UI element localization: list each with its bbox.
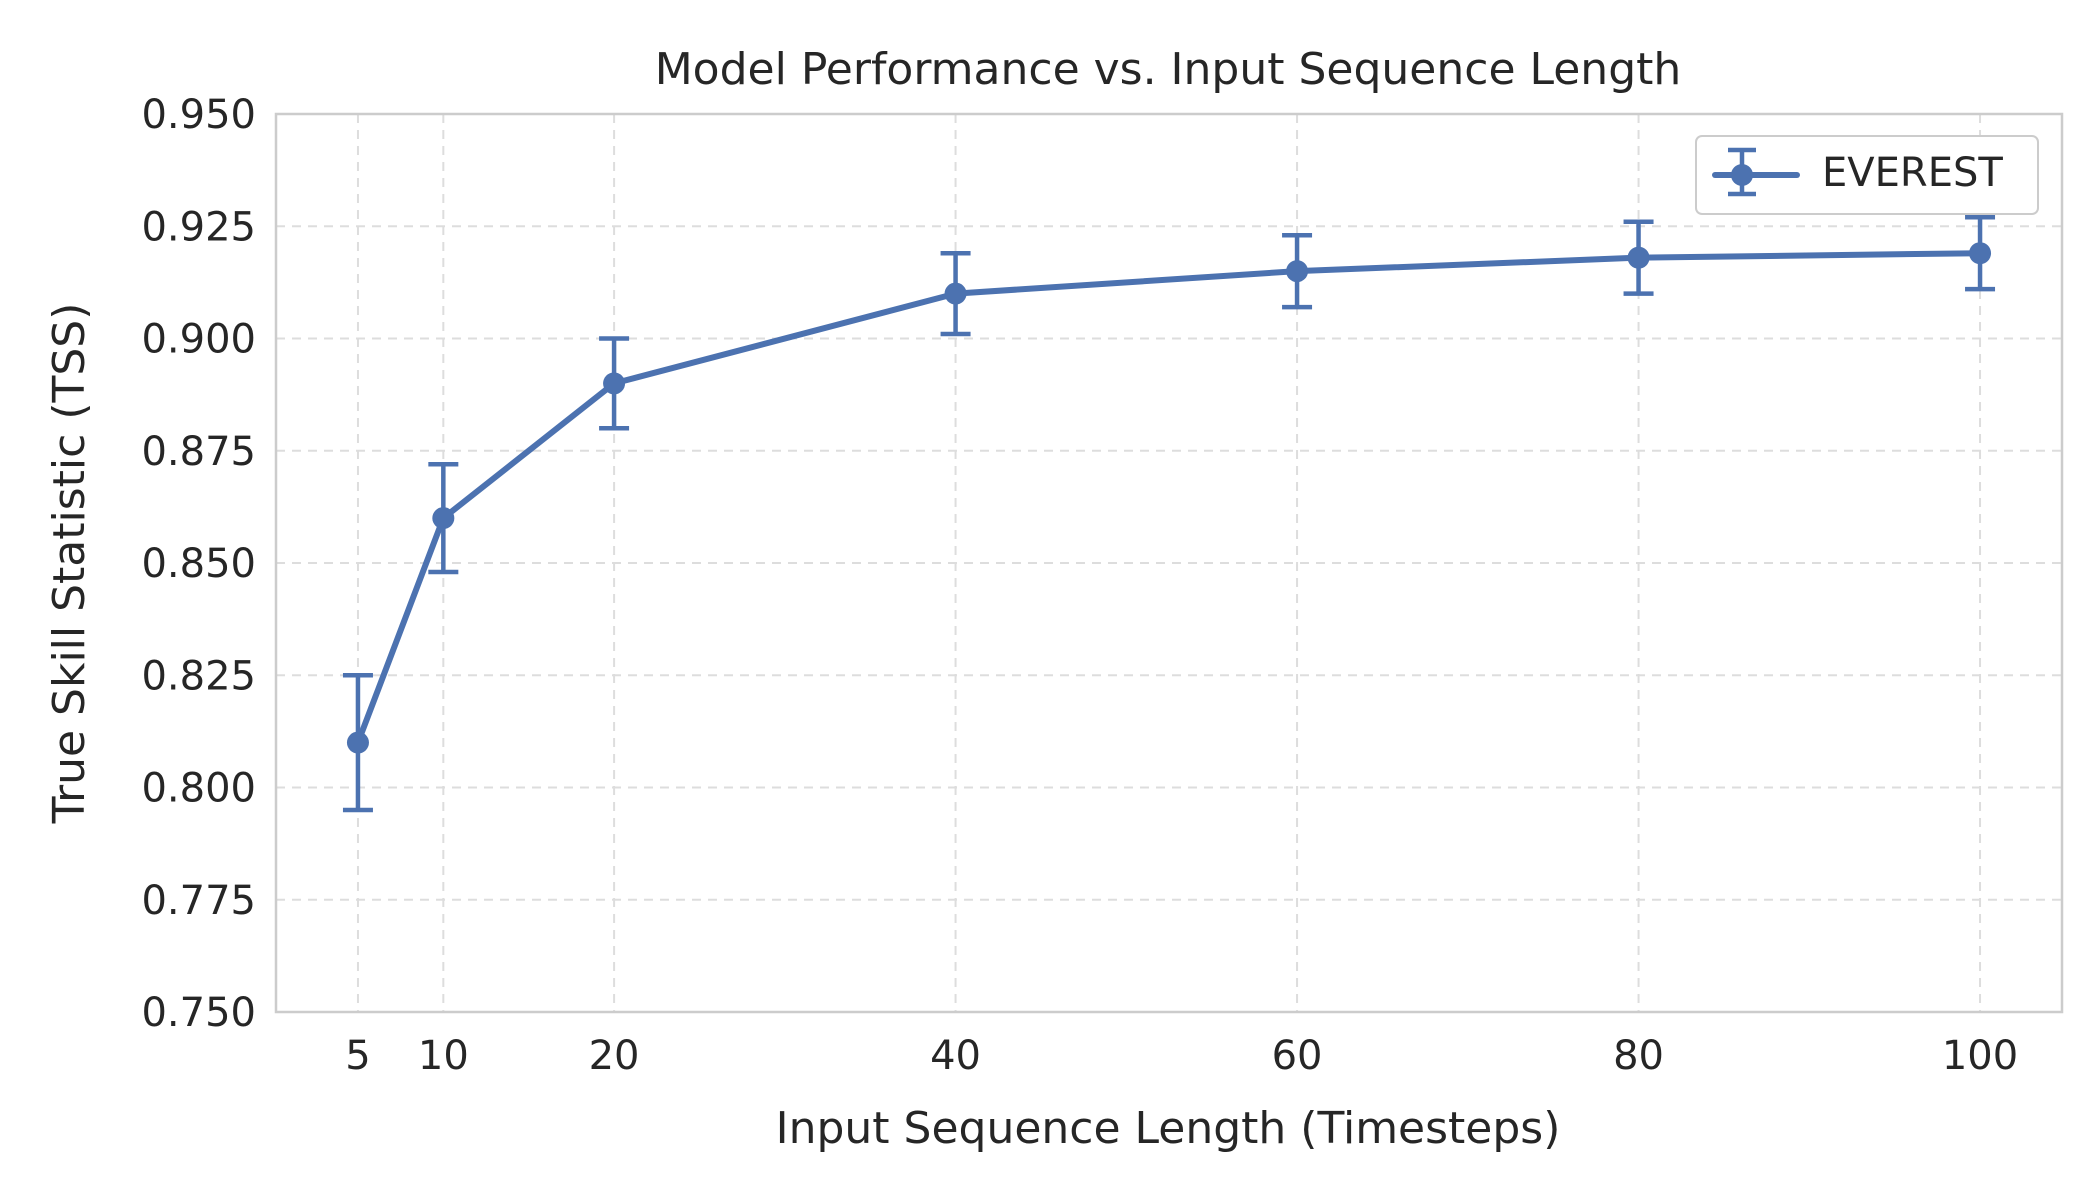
y-tick-label: 0.900 xyxy=(141,317,256,363)
x-tick-label: 80 xyxy=(1613,1033,1664,1079)
y-tick-label: 0.925 xyxy=(141,204,256,250)
x-tick-label: 60 xyxy=(1272,1033,1323,1079)
legend-point xyxy=(1731,164,1753,186)
data-point xyxy=(1286,260,1309,283)
data-point xyxy=(432,507,455,530)
legend-box xyxy=(1695,135,2039,215)
data-point xyxy=(1969,242,1992,265)
y-tick-label: 0.875 xyxy=(141,429,256,475)
x-tick-label: 100 xyxy=(1942,1033,2018,1079)
y-axis-label: True Skill Statistic (TSS) xyxy=(44,303,95,825)
legend-marker xyxy=(1712,147,1800,197)
x-tick-label: 10 xyxy=(418,1033,469,1079)
x-tick-label: 40 xyxy=(930,1033,981,1079)
legend-label: EVEREST xyxy=(1822,150,2003,196)
y-tick-label: 0.750 xyxy=(141,990,256,1036)
grid xyxy=(276,113,2062,1013)
y-axis-ticks: 0.750 0.775 0.800 0.825 0.850 0.875 0.900 0.925… xyxy=(141,92,256,1036)
y-tick-label: 0.775 xyxy=(141,878,256,924)
series-everest xyxy=(342,215,1996,813)
series-line xyxy=(354,250,1984,746)
chart-title: Model Performance vs. Input Sequence Len… xyxy=(655,44,1682,95)
x-axis-ticks: 5 10 20 40 60 80 100 xyxy=(345,1033,2018,1079)
x-tick-label: 5 xyxy=(345,1033,370,1079)
y-tick-label: 0.950 xyxy=(141,92,256,138)
y-tick-label: 0.825 xyxy=(141,653,256,699)
x-axis-label: Input Sequence Length (Timesteps) xyxy=(776,1103,1561,1154)
data-point xyxy=(346,731,369,754)
plot-frame xyxy=(274,112,2064,1014)
data-point xyxy=(603,372,626,395)
legend: EVEREST xyxy=(1695,135,2039,215)
x-tick-label: 20 xyxy=(589,1033,640,1079)
y-tick-label: 0.850 xyxy=(141,541,256,587)
data-point xyxy=(1627,246,1650,269)
data-point xyxy=(944,282,967,305)
y-tick-label: 0.800 xyxy=(141,766,256,812)
